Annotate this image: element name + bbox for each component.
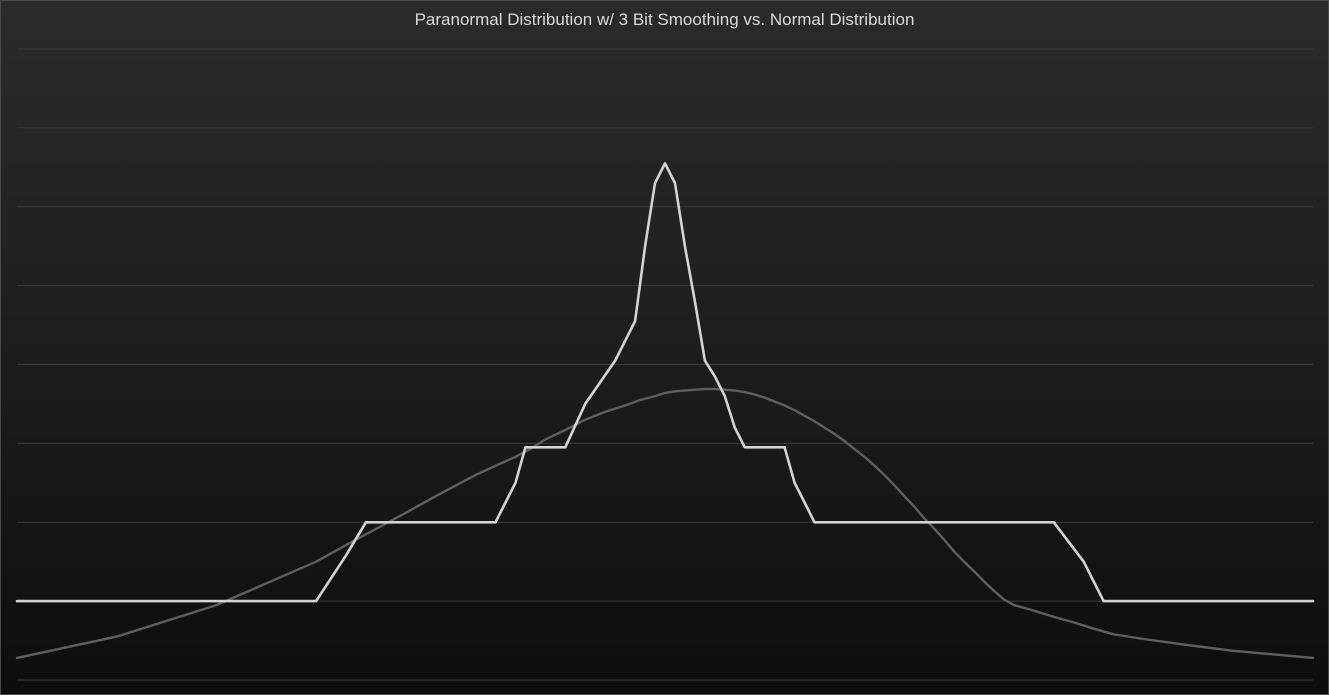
gridlines	[17, 48, 1313, 681]
series-layer	[15, 162, 1315, 660]
series-line-normal	[15, 387, 1315, 660]
series-line-paranormal	[15, 162, 1315, 603]
chart-title: Paranormal Distribution w/ 3 Bit Smoothi…	[414, 10, 915, 29]
